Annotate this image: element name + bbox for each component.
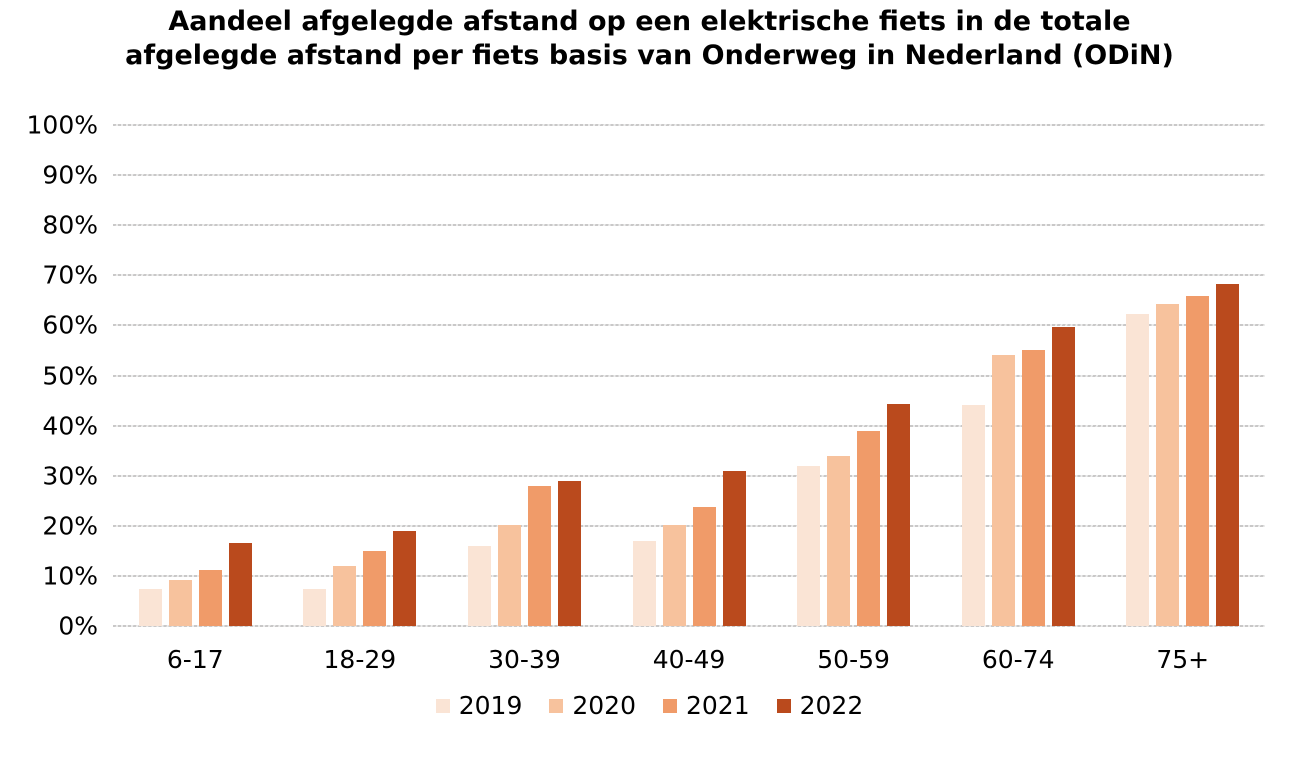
bar-2021-6-17: [198, 569, 222, 626]
bar-2022-6-17: [228, 543, 252, 626]
y-tick-label: 80%: [42, 210, 98, 240]
legend-item-2022: 2022: [776, 691, 864, 720]
chart-title: Aandeel afgelegde afstand op een elektri…: [125, 6, 1174, 72]
y-tick-label: 40%: [42, 411, 98, 441]
y-tick-label: 30%: [42, 461, 98, 491]
gridline-10%: [113, 574, 1265, 577]
y-tick-label: 70%: [42, 260, 98, 290]
bar-2022-50-59: [887, 404, 911, 626]
bar-2019-30-39: [467, 546, 491, 626]
bar-2020-6-17: [168, 579, 192, 626]
y-tick-label: 90%: [42, 160, 98, 190]
legend: 2019 2020 2021 2022: [0, 691, 1299, 720]
x-axis-labels: 6-17 18-29 30-39 40-49 50-59 60-74 75+: [113, 645, 1265, 674]
bar-2021-30-39: [527, 485, 551, 626]
y-tick-label: 0%: [58, 611, 98, 641]
y-tick-label: 50%: [42, 361, 98, 390]
legend-swatch-2022: [776, 698, 791, 713]
bar-2022-18-29: [393, 531, 417, 626]
bar-2020-18-29: [333, 566, 357, 626]
bar-2022-60-74: [1051, 326, 1075, 626]
bar-2019-60-74: [961, 404, 985, 626]
legend-label: 2019: [458, 691, 523, 720]
bar-2021-60-74: [1021, 349, 1045, 626]
y-tick-label: 60%: [42, 310, 98, 340]
bar-2019-6-17: [138, 589, 162, 626]
x-tick-label-60-74: 60-74: [981, 645, 1055, 674]
bar-group-6-17: [113, 125, 278, 626]
gridline-90%: [113, 174, 1265, 177]
bar-2021-18-29: [363, 551, 387, 626]
x-tick-label-6-17: 6-17: [166, 645, 224, 674]
bar-2019-40-49: [632, 540, 656, 626]
x-tick-label-30-39: 30-39: [488, 645, 561, 674]
gridline-70%: [113, 274, 1265, 277]
bar-2022-30-39: [557, 480, 581, 626]
gridline-60%: [113, 324, 1265, 327]
bar-group-30-39: [442, 125, 607, 626]
legend-swatch-2020: [549, 698, 564, 713]
bar-2021-50-59: [857, 430, 881, 626]
bar-2019-18-29: [303, 588, 327, 626]
legend-item-2020: 2020: [549, 691, 636, 720]
bar-2020-60-74: [991, 355, 1015, 626]
y-tick-label: 100%: [26, 110, 98, 140]
x-tick-label-50-59: 50-59: [817, 645, 890, 674]
bar-2020-75+: [1156, 304, 1180, 626]
x-tick-label-18-29: 18-29: [323, 645, 397, 674]
gridline-50%: [113, 374, 1265, 377]
bar-2020-30-39: [497, 524, 521, 626]
legend-label: 2020: [572, 691, 636, 720]
bar-group-18-29: [278, 125, 443, 626]
gridline-40%: [113, 424, 1265, 427]
legend-swatch-2021: [663, 698, 677, 713]
legend-item-2021: 2021: [663, 691, 750, 720]
x-tick-label-40-49: 40-49: [652, 645, 726, 674]
bar-2022-75+: [1216, 284, 1240, 626]
gridline-0%: [113, 625, 1265, 627]
gridline-20%: [113, 524, 1265, 527]
legend-item-2019: 2019: [435, 691, 523, 720]
bar-group-40-49: [607, 125, 772, 626]
bar-2019-50-59: [797, 466, 821, 626]
gridline-80%: [113, 224, 1265, 227]
legend-label: 2021: [686, 691, 750, 720]
bar-2022-40-49: [722, 470, 746, 626]
plot-area: [113, 124, 1265, 627]
bar-2020-50-59: [827, 456, 851, 626]
legend-swatch-2019: [435, 698, 450, 713]
bar-2020-40-49: [662, 524, 686, 626]
bar-groups: [113, 125, 1265, 626]
bar-2021-40-49: [692, 506, 716, 626]
bar-group-60-74: [936, 125, 1101, 626]
bar-group-75+: [1100, 125, 1265, 626]
bar-2021-75+: [1186, 295, 1210, 626]
y-tick-label: 10%: [42, 561, 98, 591]
legend-label: 2022: [799, 691, 864, 720]
gridline-100%: [113, 124, 1265, 126]
x-tick-label-75+: 75+: [1156, 645, 1210, 674]
y-axis-labels: 0% 10% 20% 30% 40% 50% 60% 70% 80% 90% 100%: [0, 111, 98, 641]
bar-group-50-59: [771, 125, 936, 626]
y-tick-label: 20%: [42, 511, 98, 541]
bar-2019-75+: [1126, 314, 1150, 626]
gridline-30%: [113, 474, 1265, 477]
